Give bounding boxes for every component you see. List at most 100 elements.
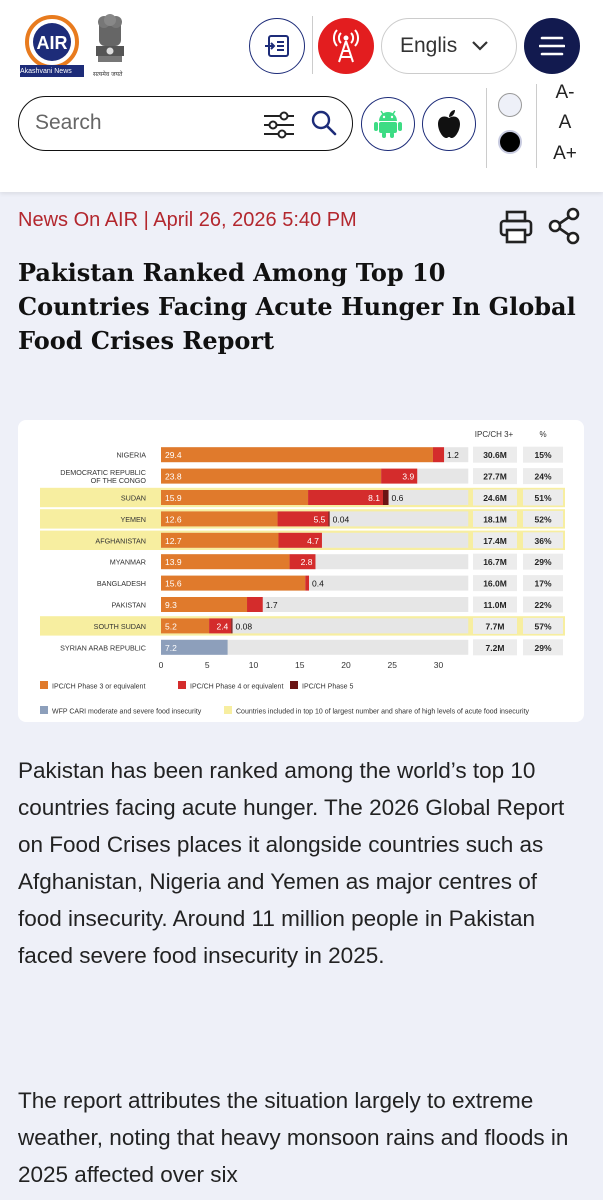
data-label: 0.08 xyxy=(236,621,253,631)
legend-swatch xyxy=(178,681,186,689)
print-icon[interactable] xyxy=(498,209,534,245)
ipc3-total: 16.7M xyxy=(483,557,507,567)
emblem-caption: सत्यमेव जयते xyxy=(93,71,123,78)
radio-tower-icon xyxy=(333,29,359,63)
data-label: 9.3 xyxy=(165,600,177,610)
header-divider xyxy=(486,88,487,168)
bar-segment xyxy=(161,575,306,591)
legend-swatch xyxy=(40,681,48,689)
percent-value: 29% xyxy=(534,643,551,653)
dark-theme-toggle[interactable] xyxy=(498,130,522,154)
bar-segment xyxy=(161,532,279,548)
percent-cell xyxy=(523,532,563,549)
bar-segment xyxy=(209,618,232,634)
font-increase-button[interactable]: A+ xyxy=(553,143,577,164)
category-label: YEMEN xyxy=(120,515,146,524)
data-label: 23.8 xyxy=(165,472,182,482)
data-label: 12.7 xyxy=(165,536,182,546)
total-cell xyxy=(473,446,517,463)
table-header: IPC/CH 3+ xyxy=(475,430,514,439)
x-tick-label: 10 xyxy=(249,660,259,670)
category-label: MYANMAR xyxy=(110,558,146,567)
bar-segment xyxy=(161,554,290,570)
percent-value: 36% xyxy=(534,536,551,546)
article-meta: News On AIR | April 26, 2026 5:40 PM xyxy=(18,209,357,231)
bar-segment xyxy=(161,597,248,612)
bar-segment xyxy=(277,511,329,527)
legend-swatch xyxy=(224,706,232,714)
percent-value: 15% xyxy=(534,450,551,460)
search-input[interactable] xyxy=(35,109,235,137)
percent-value: 57% xyxy=(534,621,551,631)
total-cell xyxy=(473,532,517,549)
x-tick-label: 30 xyxy=(434,660,444,670)
total-cell xyxy=(473,553,517,570)
bar-segment xyxy=(161,511,278,527)
data-label: 5.2 xyxy=(165,621,177,631)
data-label: 5.5 xyxy=(314,514,326,524)
x-tick-label: 20 xyxy=(341,660,351,670)
food-crises-chart: IPC/CH 3+% NIGERIA 29.4 1.2 30.6M 15% DEMOCRAT… xyxy=(18,420,584,722)
percent-value: 52% xyxy=(534,514,551,524)
percent-cell xyxy=(523,510,563,527)
data-label: 2.4 xyxy=(216,621,228,631)
x-tick-label: 15 xyxy=(295,660,305,670)
share-icon[interactable] xyxy=(547,207,581,245)
table-header: % xyxy=(539,430,546,439)
legend-label: IPC/CH Phase 4 or equivalent xyxy=(190,684,283,691)
menu-button[interactable] xyxy=(524,18,580,74)
bar-segment xyxy=(231,618,233,634)
ipc3-total: 11.0M xyxy=(483,600,506,610)
hamburger-menu-icon xyxy=(539,36,565,56)
total-cell xyxy=(473,617,517,634)
chevron-down-icon xyxy=(472,41,488,51)
bar-track xyxy=(161,639,469,655)
x-tick-label: 0 xyxy=(159,660,164,670)
sliders-icon[interactable] xyxy=(262,111,296,139)
bar-segment xyxy=(308,490,383,505)
logo-caption: Akashvani News xyxy=(20,68,72,75)
apple-icon xyxy=(438,110,460,138)
light-theme-toggle[interactable] xyxy=(498,93,522,117)
language-select[interactable]: Englis xyxy=(381,18,517,74)
ipc3-total: 27.7M xyxy=(483,472,507,482)
total-cell xyxy=(473,489,517,506)
site-header: AIR Akashvani News सत्यमेव जयते xyxy=(0,0,603,192)
font-reset-button[interactable]: A xyxy=(558,112,572,133)
data-label: 29.4 xyxy=(165,450,182,460)
bar-segment xyxy=(381,468,418,484)
total-cell xyxy=(473,468,517,485)
data-label: 1.7 xyxy=(266,600,278,610)
search-icon[interactable] xyxy=(311,110,337,136)
bar-segment xyxy=(161,490,309,505)
data-label: 1.2 xyxy=(447,450,459,460)
font-decrease-button[interactable]: A- xyxy=(555,82,575,103)
data-label: 0.04 xyxy=(333,514,350,524)
percent-cell xyxy=(523,639,563,656)
data-label: 2.8 xyxy=(301,557,313,567)
ios-app-button[interactable] xyxy=(422,97,476,151)
percent-cell xyxy=(523,489,563,506)
article-paragraph: Pakistan has been ranked among the world… xyxy=(18,758,565,968)
bar-segment xyxy=(161,468,382,484)
percent-value: 51% xyxy=(534,493,551,503)
percent-cell xyxy=(523,553,563,570)
air-logo[interactable]: AIR xyxy=(16,14,88,80)
legend-label: IPC/CH Phase 3 or equivalent xyxy=(52,684,145,691)
article-title: Pakistan Ranked Among Top 10 Countries F… xyxy=(18,258,576,355)
read-button[interactable] xyxy=(249,18,305,74)
legend-swatch xyxy=(40,706,48,714)
search-bar xyxy=(18,96,353,151)
percent-value: 22% xyxy=(534,600,551,610)
bar-segment xyxy=(328,511,330,527)
percent-cell xyxy=(523,617,563,634)
bar-segment xyxy=(278,532,322,548)
category-label: SOUTH SUDAN xyxy=(94,622,146,631)
android-app-button[interactable] xyxy=(361,97,415,151)
bar-track xyxy=(161,618,469,634)
ipc3-total: 18.1M xyxy=(483,514,507,524)
live-radio-button[interactable] xyxy=(318,18,374,74)
legend-label: Countries included in top 10 of largest … xyxy=(236,709,530,716)
category-label: PAKISTAN xyxy=(112,601,146,610)
data-label: 4.7 xyxy=(307,536,319,546)
